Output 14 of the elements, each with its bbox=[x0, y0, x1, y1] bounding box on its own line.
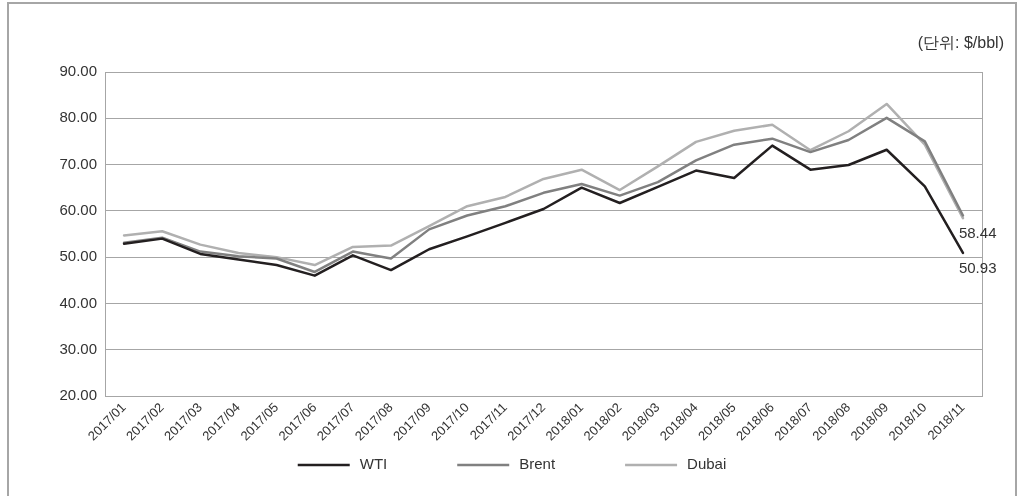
data-label: 58.44 bbox=[958, 224, 997, 242]
y-tick-label: 90.00 bbox=[59, 62, 97, 80]
y-tick-label: 50.00 bbox=[59, 247, 97, 265]
y-tick-label: 20.00 bbox=[59, 386, 97, 404]
data-label: 50.93 bbox=[958, 258, 997, 276]
y-tick-label: 80.00 bbox=[59, 108, 97, 126]
text: (단위: $/bbl) bbox=[917, 34, 1004, 52]
y-tick-label: 70.00 bbox=[59, 154, 97, 172]
y-tick-label: 40.00 bbox=[59, 293, 97, 311]
legend-label: Brent bbox=[519, 455, 556, 473]
y-tick-label: 60.00 bbox=[59, 201, 97, 218]
y-tick-label: 30.00 bbox=[59, 339, 97, 357]
legend-label: Dubai bbox=[687, 455, 727, 473]
legend-label: WTI bbox=[359, 455, 388, 473]
